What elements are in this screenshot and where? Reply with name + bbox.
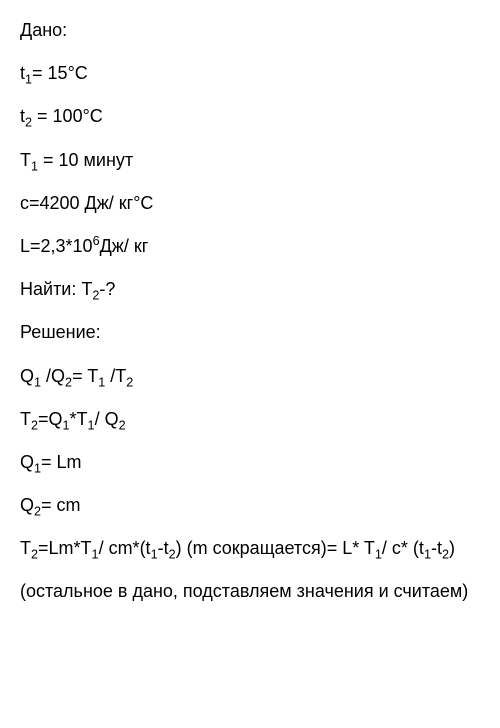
given-t1: t1= 15°C: [20, 61, 480, 86]
solution-eq3: Q1= Lm: [20, 450, 480, 475]
solution-eq2: T2=Q1*T1/ Q2: [20, 407, 480, 432]
solution-header: Решение:: [20, 320, 480, 345]
given-c: c=4200 Дж/ кг°C: [20, 191, 480, 216]
solution-eq1: Q1 /Q2= T1 /T2: [20, 364, 480, 389]
given-time1: T1 = 10 минут: [20, 148, 480, 173]
solution-eq4: Q2= cm: [20, 493, 480, 518]
given-t2: t2 = 100°C: [20, 104, 480, 129]
given-header: Дано:: [20, 18, 480, 43]
given-l: L=2,3*106Дж/ кг: [20, 234, 480, 259]
solution-note: (остальное в дано, подставляем значения …: [20, 579, 480, 604]
find-header: Найти: T2-?: [20, 277, 480, 302]
solution-eq5: T2=Lm*T1/ cm*(t1-t2) (m сокращается)= L*…: [20, 536, 480, 561]
